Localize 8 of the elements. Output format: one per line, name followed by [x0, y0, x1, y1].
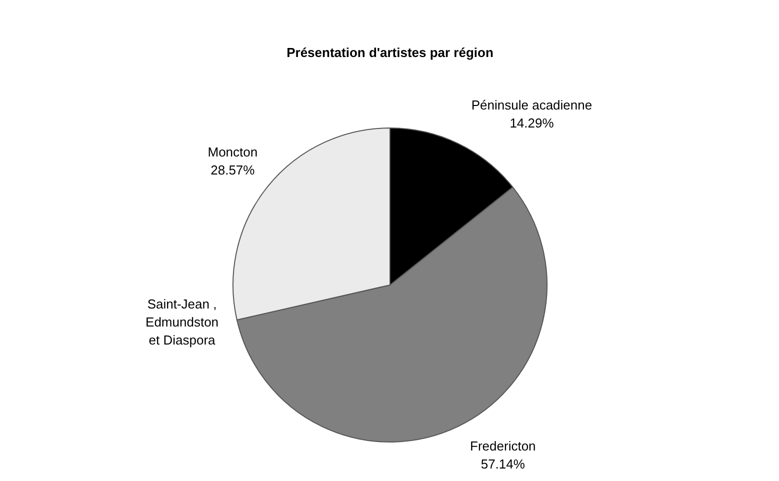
slice-label: Fredericton	[470, 438, 536, 454]
data-label: 57.14%	[480, 456, 526, 472]
slice-label: Péninsule acadienne	[471, 98, 592, 113]
data-label: 28.57%	[210, 162, 256, 178]
data-label: 14.29%	[510, 116, 554, 131]
slice-label: Moncton	[208, 144, 258, 160]
chart-title: Présentation d'artistes par région	[286, 45, 494, 60]
category-label: Saint-Jean , Edmundston et Diaspora	[146, 296, 219, 348]
